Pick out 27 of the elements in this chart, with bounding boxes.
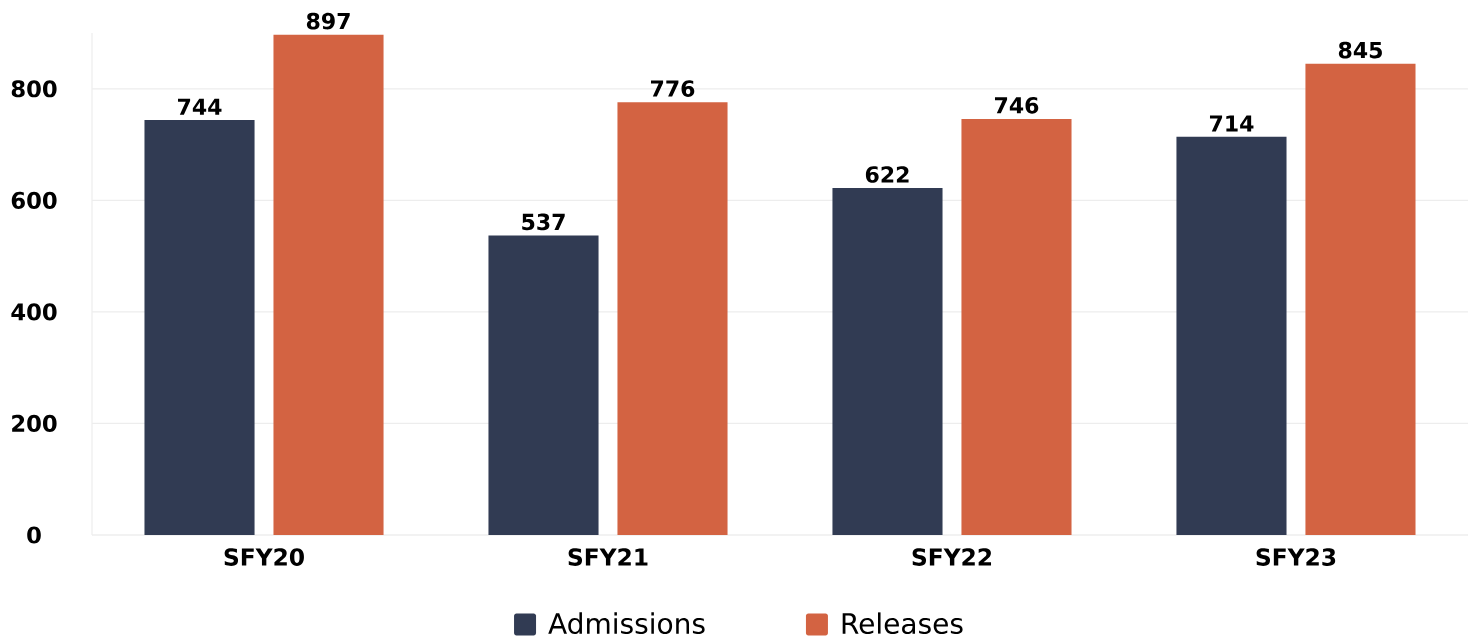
bar	[144, 120, 255, 535]
data-label: 714	[1209, 115, 1254, 132]
data-label: 622	[865, 166, 909, 183]
bar	[1176, 136, 1287, 535]
data-label: 746	[994, 97, 1039, 114]
x-tick-label: SFY22	[912, 548, 992, 566]
bar	[273, 34, 384, 535]
data-label: 845	[1338, 41, 1382, 59]
y-tick-label: 200	[12, 414, 57, 432]
bar	[1305, 63, 1416, 535]
y-tick-label: 400	[11, 303, 57, 321]
y-tick-label: 0	[27, 526, 41, 544]
bar	[617, 102, 728, 535]
bar	[961, 118, 1072, 535]
legend-label: Admissions	[548, 612, 705, 635]
data-label: 744	[178, 98, 222, 115]
legend-label: Releases	[842, 612, 963, 635]
bar	[832, 188, 943, 535]
x-tick-label: SFY20	[224, 548, 304, 566]
y-tick-label: 800	[11, 80, 57, 98]
x-tick-label: SFY23	[1256, 548, 1336, 566]
data-label: 776	[651, 80, 695, 97]
data-label: 537	[522, 213, 565, 231]
bar	[488, 235, 599, 535]
x-tick-label: SFY21	[568, 548, 648, 566]
data-label: 897	[306, 12, 350, 30]
y-tick-label: 600	[11, 191, 57, 209]
